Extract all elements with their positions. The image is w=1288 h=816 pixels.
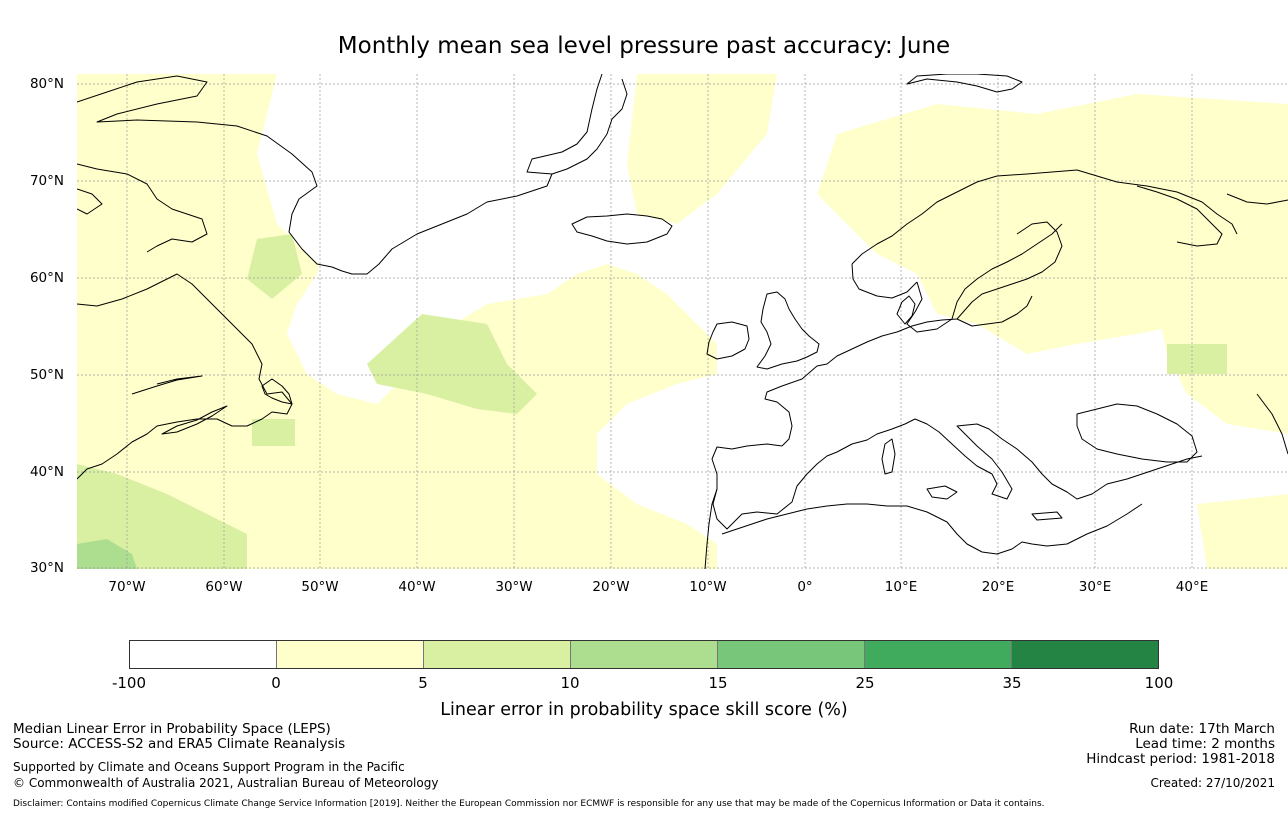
lon-label-30w: 30°W (495, 579, 533, 595)
colorbar-segment (277, 641, 424, 668)
colorbar-label: Linear error in probability space skill … (440, 700, 848, 720)
coast-france-west (764, 365, 818, 447)
shading-labrador-green (247, 234, 302, 299)
coast-iceland (571, 213, 673, 245)
lat-label-80n: 80°N (29, 76, 64, 92)
shading-mid-atlantic-north (627, 74, 777, 224)
lat-label-70n: 70°N (29, 173, 64, 189)
coast-north-africa (721, 503, 1143, 555)
lon-label-70w: 70°W (108, 579, 146, 595)
colorbar-tick: -100 (111, 674, 147, 692)
coast-canada-islands (77, 188, 103, 215)
colorbar-tick: 35 (1002, 674, 1022, 692)
coast-stlawrence (131, 375, 203, 395)
coast-svalbard (906, 74, 1023, 93)
shading-west-atlantic (77, 74, 717, 569)
coast-sweden-baltic (906, 223, 1063, 333)
colorbar-segment (718, 641, 865, 668)
coast-crete (1031, 511, 1063, 521)
shading-sw-green (77, 464, 247, 569)
colorbar-segment (130, 641, 277, 668)
lon-label-50w: 50°W (301, 579, 339, 595)
lon-label-40e: 40°E (1175, 579, 1209, 595)
coast-greenland-east (551, 78, 628, 175)
colorbar-segment (865, 641, 1012, 668)
shading-sw-green-2 (77, 539, 137, 569)
footer-hindcast: Hindcast period: 1981-2018 (1086, 751, 1275, 767)
coast-norway-south (851, 263, 918, 299)
lon-label-0: 0° (797, 579, 813, 595)
lon-label-10w: 10°W (689, 579, 727, 595)
shading-gap-greenland (257, 74, 407, 264)
coast-baltic-states (956, 295, 1033, 327)
coast-europe-north (816, 318, 958, 367)
coast-black-sea (1076, 403, 1198, 463)
colorbar-tick: 25 (855, 674, 875, 692)
colorbar-segment (571, 641, 718, 668)
coast-caspian-edge (1256, 393, 1288, 455)
lon-label-10e: 10°E (884, 579, 918, 595)
map-canvas (77, 74, 1288, 569)
footer-disclaimer: Disclaimer: Contains modified Copernicus… (13, 799, 1045, 809)
shading-newfoundland-green (252, 419, 295, 446)
coastlines (77, 74, 1288, 569)
coast-iberia (711, 443, 838, 530)
footer-method: Median Linear Error in Probability Space… (13, 721, 331, 737)
shading-mid-atlantic-green (367, 314, 537, 414)
footer-run-date: Run date: 17th March (1129, 721, 1275, 737)
lat-label-60n: 60°N (29, 270, 64, 286)
coast-nova-scotia (161, 405, 228, 435)
map-title: Monthly mean sea level pressure past acc… (337, 33, 951, 59)
colorbar-tick: 15 (708, 674, 728, 692)
lat-label-40n: 40°N (29, 464, 64, 480)
coast-ireland (706, 321, 750, 360)
coast-great-britain (756, 291, 820, 370)
coast-baffin (77, 163, 208, 253)
coast-norway (851, 169, 1238, 265)
shading-gap-central (287, 74, 1288, 569)
colorbar (129, 640, 1159, 669)
skill-shading (77, 74, 1288, 569)
coast-finland (956, 221, 1063, 320)
coast-med-north (836, 418, 1203, 500)
coast-denmark (896, 295, 916, 325)
shading-north-europe (817, 94, 1288, 354)
colorbar-tick: 100 (1144, 674, 1174, 692)
coast-greenland (77, 74, 603, 275)
coast-newfoundland (261, 378, 293, 405)
footer-lead-time: Lead time: 2 months (1135, 736, 1275, 752)
footer-source: Source: ACCESS-S2 and ERA5 Climate Reana… (13, 736, 346, 752)
lon-label-20w: 20°W (592, 579, 630, 595)
lon-label-60w: 60°W (205, 579, 243, 595)
footer-created: Created: 27/10/2021 (1150, 776, 1275, 790)
shading-russia-green (1167, 344, 1227, 374)
footer-support: Supported by Climate and Oceans Support … (13, 760, 405, 774)
lon-label-20e: 20°E (981, 579, 1015, 595)
lon-label-40w: 40°W (398, 579, 436, 595)
colorbar-segment (1012, 641, 1158, 668)
shading-se-corner (1197, 494, 1288, 569)
coast-portugal-south (704, 488, 718, 569)
colorbar-tick: 5 (418, 674, 428, 692)
map-area[interactable] (77, 74, 1288, 569)
coast-corsica-sardinia (881, 438, 896, 475)
lat-label-50n: 50°N (29, 367, 64, 383)
colorbar-tick: 0 (271, 674, 281, 692)
coast-novaya-zemlya (1226, 193, 1288, 205)
graticule (77, 74, 1288, 569)
coast-sicily (926, 485, 958, 500)
lon-label-30e: 30°E (1078, 579, 1112, 595)
colorbar-tick: 10 (560, 674, 580, 692)
footer-copyright: © Commonwealth of Australia 2021, Austra… (13, 776, 439, 790)
coast-russia-north (1136, 185, 1223, 247)
lat-label-30n: 30°N (29, 560, 64, 576)
colorbar-segment (424, 641, 571, 668)
